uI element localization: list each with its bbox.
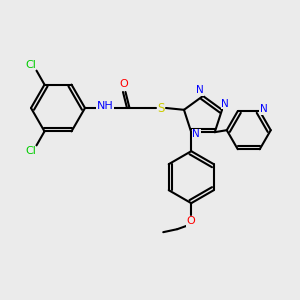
Text: Cl: Cl <box>25 60 36 70</box>
Text: Cl: Cl <box>25 146 36 156</box>
Text: O: O <box>187 216 196 226</box>
Text: N: N <box>221 99 229 109</box>
Text: N: N <box>196 85 204 95</box>
Text: N: N <box>260 104 268 114</box>
Text: S: S <box>157 101 165 115</box>
Text: NH: NH <box>97 101 113 111</box>
Text: O: O <box>120 79 128 89</box>
Text: N: N <box>192 129 200 139</box>
